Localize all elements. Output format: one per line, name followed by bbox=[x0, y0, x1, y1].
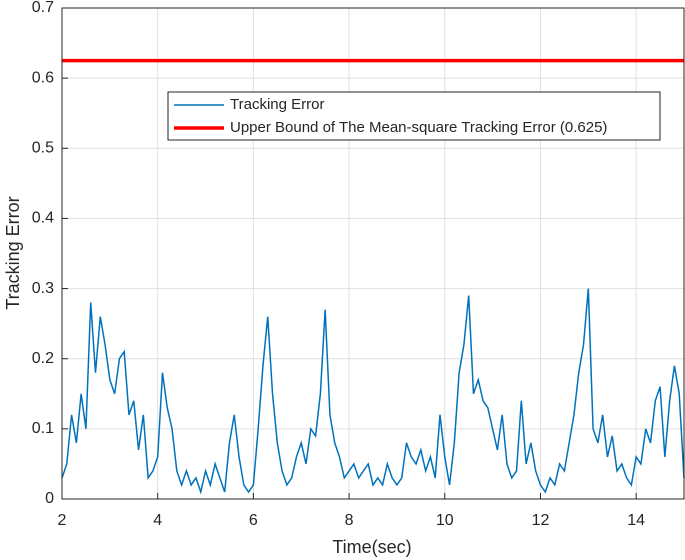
y-tick-label: 0.3 bbox=[32, 280, 54, 297]
y-tick-label: 0.6 bbox=[32, 69, 54, 86]
x-tick-label: 14 bbox=[627, 512, 645, 529]
x-axis-label: Time(sec) bbox=[332, 537, 411, 557]
axes-box bbox=[61, 7, 685, 500]
x-tick-label: 8 bbox=[345, 512, 354, 529]
legend-box bbox=[167, 91, 661, 141]
y-tick-label: 0.7 bbox=[32, 0, 54, 16]
y-tick-label: 0.5 bbox=[32, 140, 54, 157]
x-tick-label: 12 bbox=[532, 512, 550, 529]
x-tick-label: 2 bbox=[58, 512, 67, 529]
y-tick-label: 0.1 bbox=[32, 420, 54, 437]
x-tick-label: 6 bbox=[249, 512, 258, 529]
y-tick-label: 0.4 bbox=[32, 210, 54, 227]
y-axis-label: Tracking Error bbox=[3, 196, 23, 309]
legend-label: Upper Bound of The Mean-square Tracking … bbox=[230, 119, 607, 136]
line bbox=[61, 288, 685, 495]
y-tick-label: 0.2 bbox=[32, 350, 54, 367]
x-tick-label: 10 bbox=[436, 512, 454, 529]
y-tick-label: 0 bbox=[45, 490, 54, 507]
legend-label: Tracking Error bbox=[230, 96, 324, 113]
x-tick-label: 4 bbox=[153, 512, 162, 529]
